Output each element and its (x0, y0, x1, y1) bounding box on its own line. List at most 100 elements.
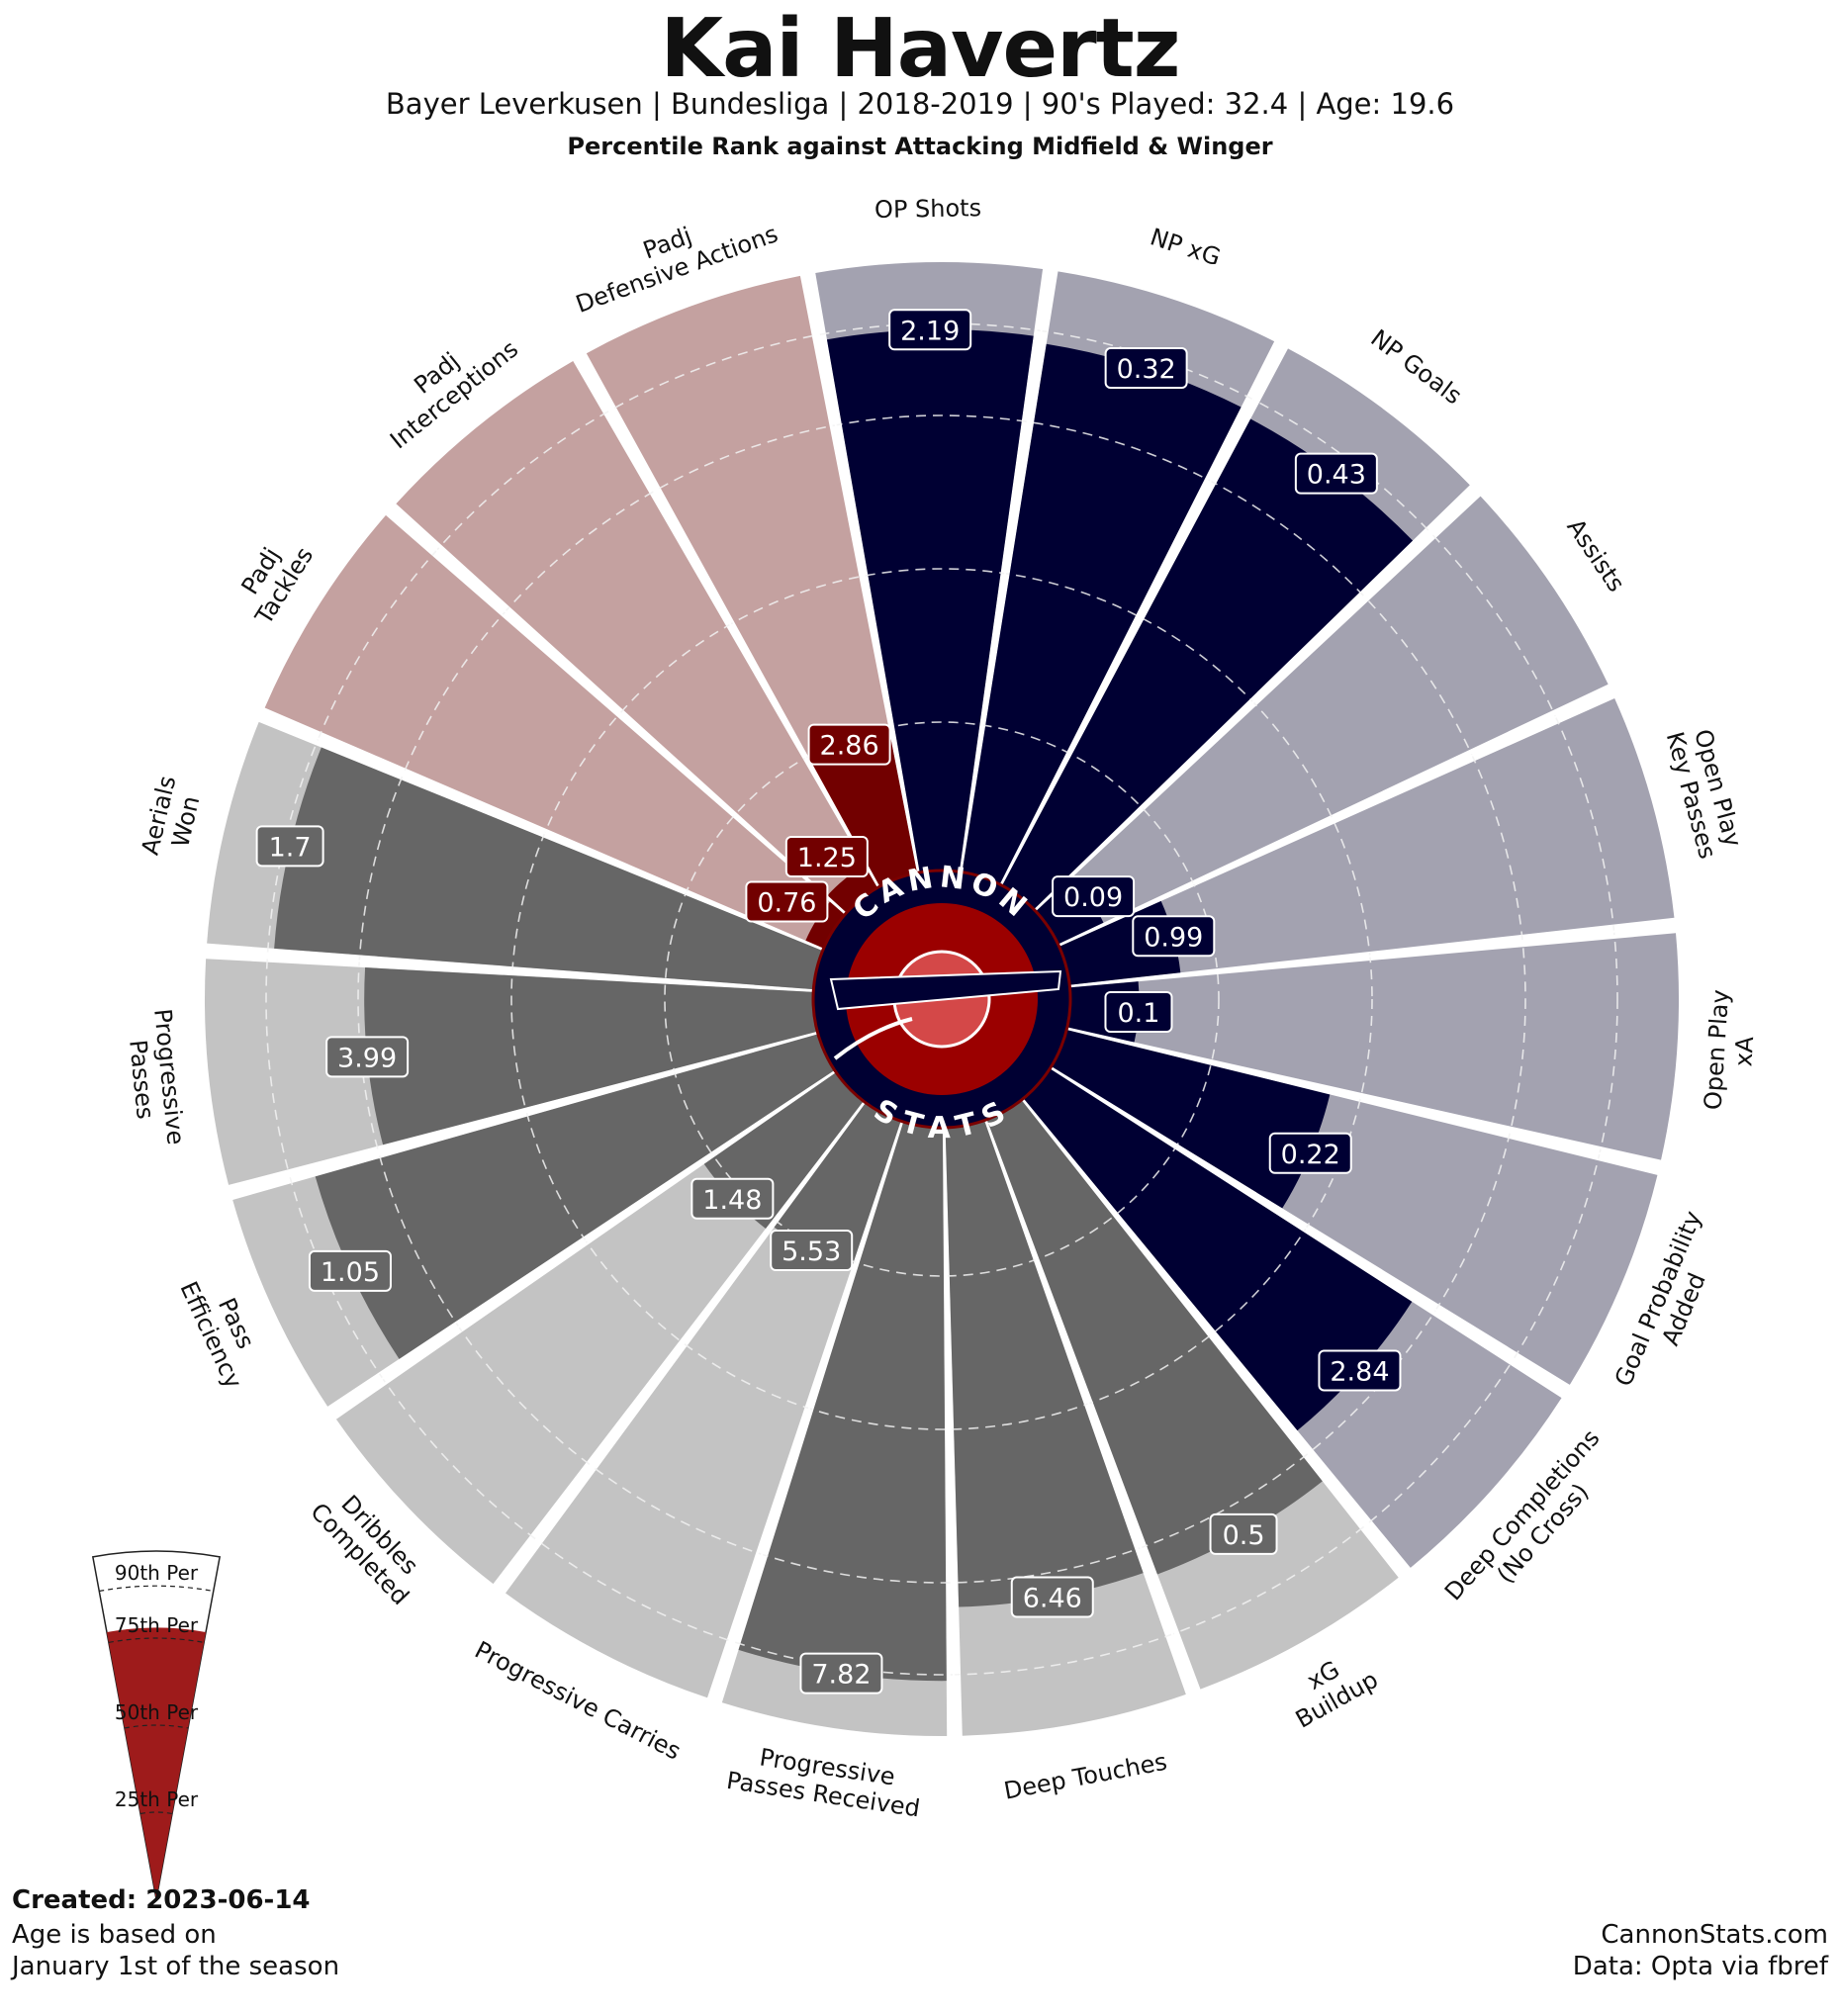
slice-separator (982, 1115, 1195, 1693)
slice-label: Deep Touches (1002, 1748, 1169, 1805)
slice-bar (1020, 1065, 1413, 1431)
value-label-text: 2.86 (820, 731, 879, 762)
value-label-text: 0.43 (1307, 460, 1366, 491)
slice-label: PassEfficiency (174, 1265, 272, 1392)
value-label: 0.1 (1104, 990, 1173, 1033)
age-note: Age is based on January 1st of the seaso… (12, 1919, 339, 1982)
slice-label-line: Deep Touches (1002, 1748, 1169, 1805)
data-source-text: CannonStats.com Data: Opta via fbref (1572, 1920, 1828, 1981)
slice-label: PadjTackles (226, 527, 319, 630)
value-label-box (1294, 452, 1378, 495)
slice-separator (959, 269, 1052, 877)
slice-background (1032, 496, 1609, 947)
cannon-icon (829, 969, 1062, 1011)
value-label-box (770, 1230, 854, 1272)
value-label-text: 5.53 (782, 1237, 841, 1267)
slice-separator (579, 356, 882, 892)
slice-bar (738, 1117, 947, 1682)
value-label-text: 1.48 (702, 1185, 762, 1216)
slice-label: AerialsWon (137, 773, 209, 864)
value-labels: 2.19 0.32 0.43 0.09 0.99 0.1 0.22 2.84 0.5 6.46 7.… (255, 309, 1402, 1695)
slice-separator (230, 1030, 823, 1194)
value-label-box (799, 1652, 883, 1695)
value-label: 5.53 (770, 1230, 854, 1272)
value-label: 1.25 (784, 836, 869, 878)
value-label: 0.99 (1132, 915, 1216, 958)
value-label-text: 0.5 (1223, 1520, 1265, 1551)
slice-label-line: Open Play (1699, 988, 1734, 1110)
slice-bar (945, 1115, 1144, 1607)
value-label: 0.22 (1268, 1132, 1352, 1174)
grid-ring (664, 721, 1220, 1277)
legend-ring (99, 1585, 214, 1593)
value-label: 1.05 (308, 1249, 392, 1292)
value-label: 7.82 (799, 1652, 883, 1695)
slice-bar (999, 418, 1414, 913)
slice-bars (274, 329, 1414, 1682)
value-label-box (1104, 347, 1188, 390)
legend-label: 75th Per (115, 1613, 199, 1637)
slice-label: Open PlayxA (1699, 988, 1762, 1112)
page-title: Kai Havertz (660, 2, 1181, 96)
slice-separator (390, 508, 851, 918)
legend-label: 90th Per (115, 1561, 199, 1585)
value-label-box (1268, 1132, 1352, 1174)
slice-separator (943, 1122, 957, 1736)
value-label-box (745, 880, 829, 923)
value-label-box (1104, 990, 1173, 1033)
value-label: 3.99 (325, 1036, 410, 1078)
slice-bar (826, 329, 1034, 877)
value-label: 6.46 (1010, 1576, 1094, 1618)
value-label-text: 0.76 (757, 888, 816, 919)
slice-label: NP xG (1147, 223, 1224, 271)
legend-wedge-fill (106, 1627, 207, 1899)
slice-label-line: OP Shots (874, 194, 982, 224)
created-date: Created: 2023-06-14 (12, 1885, 311, 1915)
legend-label: 25th Per (115, 1787, 199, 1811)
value-label: 1.7 (255, 825, 324, 868)
slice-separator (1054, 689, 1612, 949)
slice-separator (206, 950, 819, 992)
percentile-legend: 90th Per 75th Per 50th Per 25th Per (91, 1550, 222, 1900)
value-label-box (255, 825, 324, 868)
slice-separator (498, 1097, 869, 1590)
slice-separator (997, 344, 1282, 890)
slice-bar (315, 1033, 839, 1359)
value-label: 2.19 (888, 309, 972, 351)
value-label-box (1209, 1512, 1278, 1555)
comparison-subtitle: Percentile Rank against Attacking Midfie… (567, 133, 1273, 160)
slice-label-line: xA (1729, 1035, 1759, 1067)
slice-bar (274, 747, 828, 990)
slice-separators (206, 269, 1676, 1736)
slice-bar (827, 865, 880, 916)
slice-label: ProgressivePasses Received (725, 1739, 926, 1822)
slice-label-line: Assists (1561, 513, 1630, 596)
value-label: 0.09 (1052, 875, 1136, 918)
value-label: 1.48 (690, 1177, 775, 1220)
slice-background (396, 360, 880, 916)
slice-separator (261, 713, 829, 953)
value-label-box (308, 1249, 392, 1292)
value-label-text: 0.1 (1117, 998, 1159, 1029)
value-label-box (784, 836, 869, 878)
value-label-text: 3.99 (337, 1043, 397, 1073)
slice-background (264, 514, 849, 951)
slice-label-line: NP xG (1147, 223, 1224, 271)
slice-separator (1046, 1063, 1567, 1393)
slice-label: xGBuildup (1277, 1641, 1383, 1733)
value-label-text: 0.32 (1117, 354, 1176, 385)
slice-bar (961, 343, 1242, 889)
slice-background (1055, 697, 1675, 986)
value-label-box (1052, 875, 1136, 918)
slice-bar (1047, 1028, 1331, 1209)
data-source: CannonStats.com Data: Opta via fbref (1573, 1919, 1828, 1982)
legend-ring (124, 1724, 189, 1729)
slice-bar (805, 901, 849, 951)
slice-bar (984, 1096, 1323, 1575)
value-label: 2.84 (1318, 1349, 1402, 1392)
value-label: 2.86 (807, 723, 891, 766)
slice-label: Assists (1561, 513, 1630, 596)
slice-bar (774, 1098, 903, 1268)
slice-label-line: NP Goals (1365, 324, 1467, 411)
